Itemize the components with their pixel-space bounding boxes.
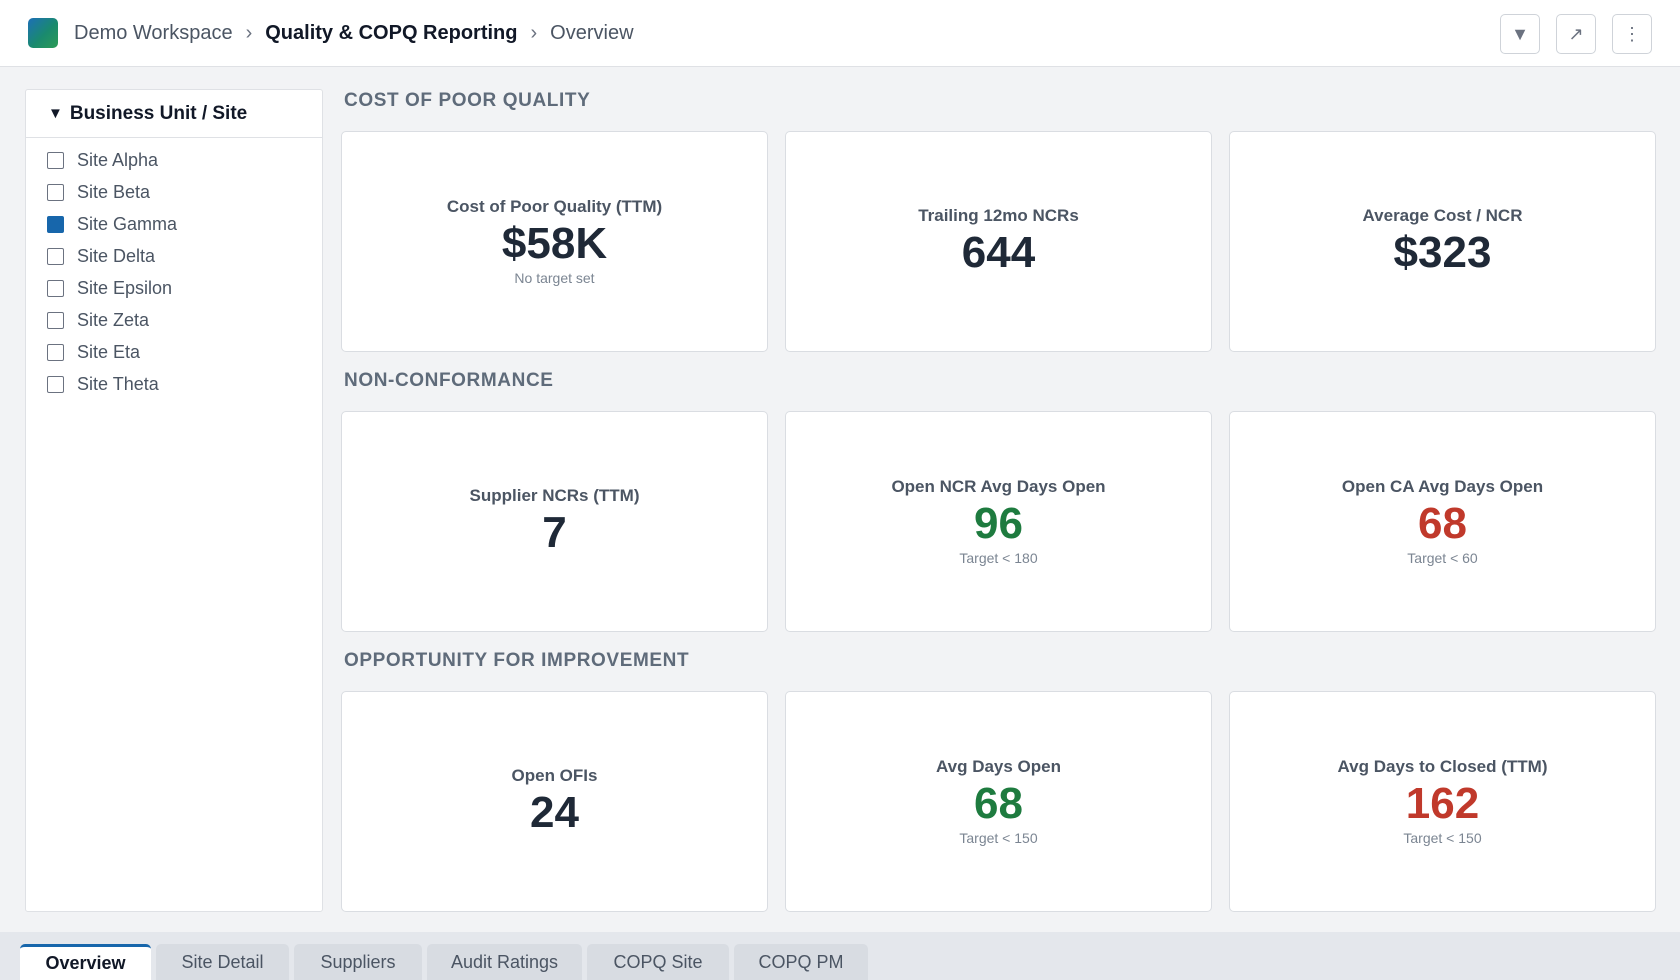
tab-copq-pm[interactable]: COPQ PM (734, 944, 868, 980)
caret-down-icon: ▼ (48, 105, 63, 122)
filter-button[interactable]: ▼ (1500, 14, 1540, 54)
more-vertical-icon: ⋮ (1623, 23, 1641, 44)
kpi-value: $58K (501, 218, 608, 268)
site-option[interactable]: Site Alpha (26, 144, 322, 176)
site-option-label: Site Alpha (77, 149, 159, 170)
tab-label: COPQ Site (613, 951, 703, 972)
workspace-logo[interactable] (28, 18, 58, 48)
site-filter-panel: ▼ Business Unit / Site Site Alpha Site Be… (25, 89, 323, 912)
site-filter-header[interactable]: ▼ Business Unit / Site (26, 90, 322, 138)
section-title-copq: COST OF POOR QUALITY (344, 90, 591, 111)
site-checkbox[interactable] (47, 183, 64, 201)
site-option[interactable]: Site Theta (26, 368, 322, 400)
tab-overview[interactable]: Overview (20, 944, 151, 980)
filter-icon: ▼ (1511, 23, 1529, 44)
kpi-label: Cost of Poor Quality (TTM) (446, 196, 663, 216)
site-option-label: Site Eta (77, 341, 141, 362)
site-option-label: Site Beta (77, 181, 151, 202)
tab-label: Site Detail (181, 951, 264, 972)
tab-site-detail[interactable]: Site Detail (156, 944, 289, 980)
site-list: Site Alpha Site Beta Site Gamma Site Delta S… (26, 138, 322, 400)
kpi-label: Trailing 12mo NCRs (918, 205, 1079, 225)
breadcrumb-separator: › (245, 21, 253, 44)
kpi-label: Avg Days to Closed (TTM) (1337, 756, 1548, 776)
site-checkbox[interactable] (47, 151, 64, 169)
kpi-target: No target set (514, 270, 595, 287)
kpi-card: Open OFIs 24 (341, 691, 768, 912)
kpi-card: Open CA Avg Days Open 68 Target < 60 (1229, 411, 1656, 632)
site-filter-title: Business Unit / Site (69, 102, 248, 124)
more-options-button[interactable]: ⋮ (1612, 14, 1652, 54)
tab-label: COPQ PM (758, 951, 844, 972)
kpi-label: Open OFIs (511, 765, 598, 785)
kpi-value: 68 (974, 778, 1023, 828)
expand-icon: ↗ (1568, 23, 1584, 44)
kpi-target: Target < 180 (959, 550, 1038, 567)
section-title-nonconformance: NON-CONFORMANCE (344, 370, 554, 391)
tab-audit-ratings[interactable]: Audit Ratings (427, 944, 582, 980)
site-option[interactable]: Site Gamma (26, 208, 322, 240)
site-checkbox[interactable] (47, 215, 64, 233)
site-option[interactable]: Site Zeta (26, 304, 322, 336)
kpi-label: Avg Days Open (935, 756, 1062, 776)
site-option-label: Site Zeta (77, 309, 150, 330)
tab-label: Suppliers (320, 951, 396, 972)
section-title-ofi: OPPORTUNITY FOR IMPROVEMENT (344, 650, 690, 671)
kpi-value: $323 (1393, 227, 1492, 277)
kpi-value: 24 (530, 787, 579, 837)
site-checkbox[interactable] (47, 247, 64, 265)
kpi-value: 644 (961, 227, 1036, 277)
site-checkbox[interactable] (47, 375, 64, 393)
site-checkbox[interactable] (47, 311, 64, 329)
tab-suppliers[interactable]: Suppliers (294, 944, 422, 980)
breadcrumb: Demo Workspace › Quality & COPQ Reportin… (74, 22, 634, 45)
site-option-label: Site Delta (77, 245, 156, 266)
site-checkbox[interactable] (47, 343, 64, 361)
kpi-target: Target < 60 (1407, 550, 1478, 567)
tab-label: Overview (45, 953, 126, 973)
kpi-value: 162 (1405, 778, 1480, 828)
kpi-card: Supplier NCRs (TTM) 7 (341, 411, 768, 632)
site-option[interactable]: Site Beta (26, 176, 322, 208)
site-option[interactable]: Site Delta (26, 240, 322, 272)
site-checkbox[interactable] (47, 279, 64, 297)
expand-button[interactable]: ↗ (1556, 14, 1596, 54)
kpi-value: 68 (1418, 498, 1467, 548)
kpi-card: Open NCR Avg Days Open 96 Target < 180 (785, 411, 1212, 632)
kpi-target: Target < 150 (1403, 830, 1482, 847)
kpi-card: Average Cost / NCR $323 (1229, 131, 1656, 352)
site-option-label: Site Theta (77, 373, 159, 394)
kpi-target: Target < 150 (959, 830, 1038, 847)
breadcrumb-page: Overview (550, 21, 634, 44)
kpi-label: Average Cost / NCR (1362, 205, 1523, 225)
site-option[interactable]: Site Epsilon (26, 272, 322, 304)
breadcrumb-report[interactable]: Quality & COPQ Reporting (265, 21, 518, 44)
kpi-value: 96 (974, 498, 1023, 548)
kpi-label: Open CA Avg Days Open (1341, 476, 1544, 496)
kpi-card: Cost of Poor Quality (TTM) $58K No target … (341, 131, 768, 352)
kpi-card: Avg Days to Closed (TTM) 162 Target < 150 (1229, 691, 1656, 912)
tab-label: Audit Ratings (450, 951, 559, 972)
tab-copq-site[interactable]: COPQ Site (587, 944, 729, 980)
kpi-value: 7 (542, 507, 567, 557)
top-bar: Demo Workspace › Quality & COPQ Reportin… (0, 0, 1680, 67)
kpi-label: Supplier NCRs (TTM) (469, 485, 640, 505)
breadcrumb-workspace[interactable]: Demo Workspace (74, 21, 233, 44)
breadcrumb-separator: › (530, 21, 538, 44)
kpi-card: Avg Days Open 68 Target < 150 (785, 691, 1212, 912)
kpi-card: Trailing 12mo NCRs 644 (785, 131, 1212, 352)
site-option-label: Site Gamma (77, 213, 178, 234)
site-option-label: Site Epsilon (77, 277, 173, 298)
kpi-label: Open NCR Avg Days Open (891, 476, 1106, 496)
site-option[interactable]: Site Eta (26, 336, 322, 368)
